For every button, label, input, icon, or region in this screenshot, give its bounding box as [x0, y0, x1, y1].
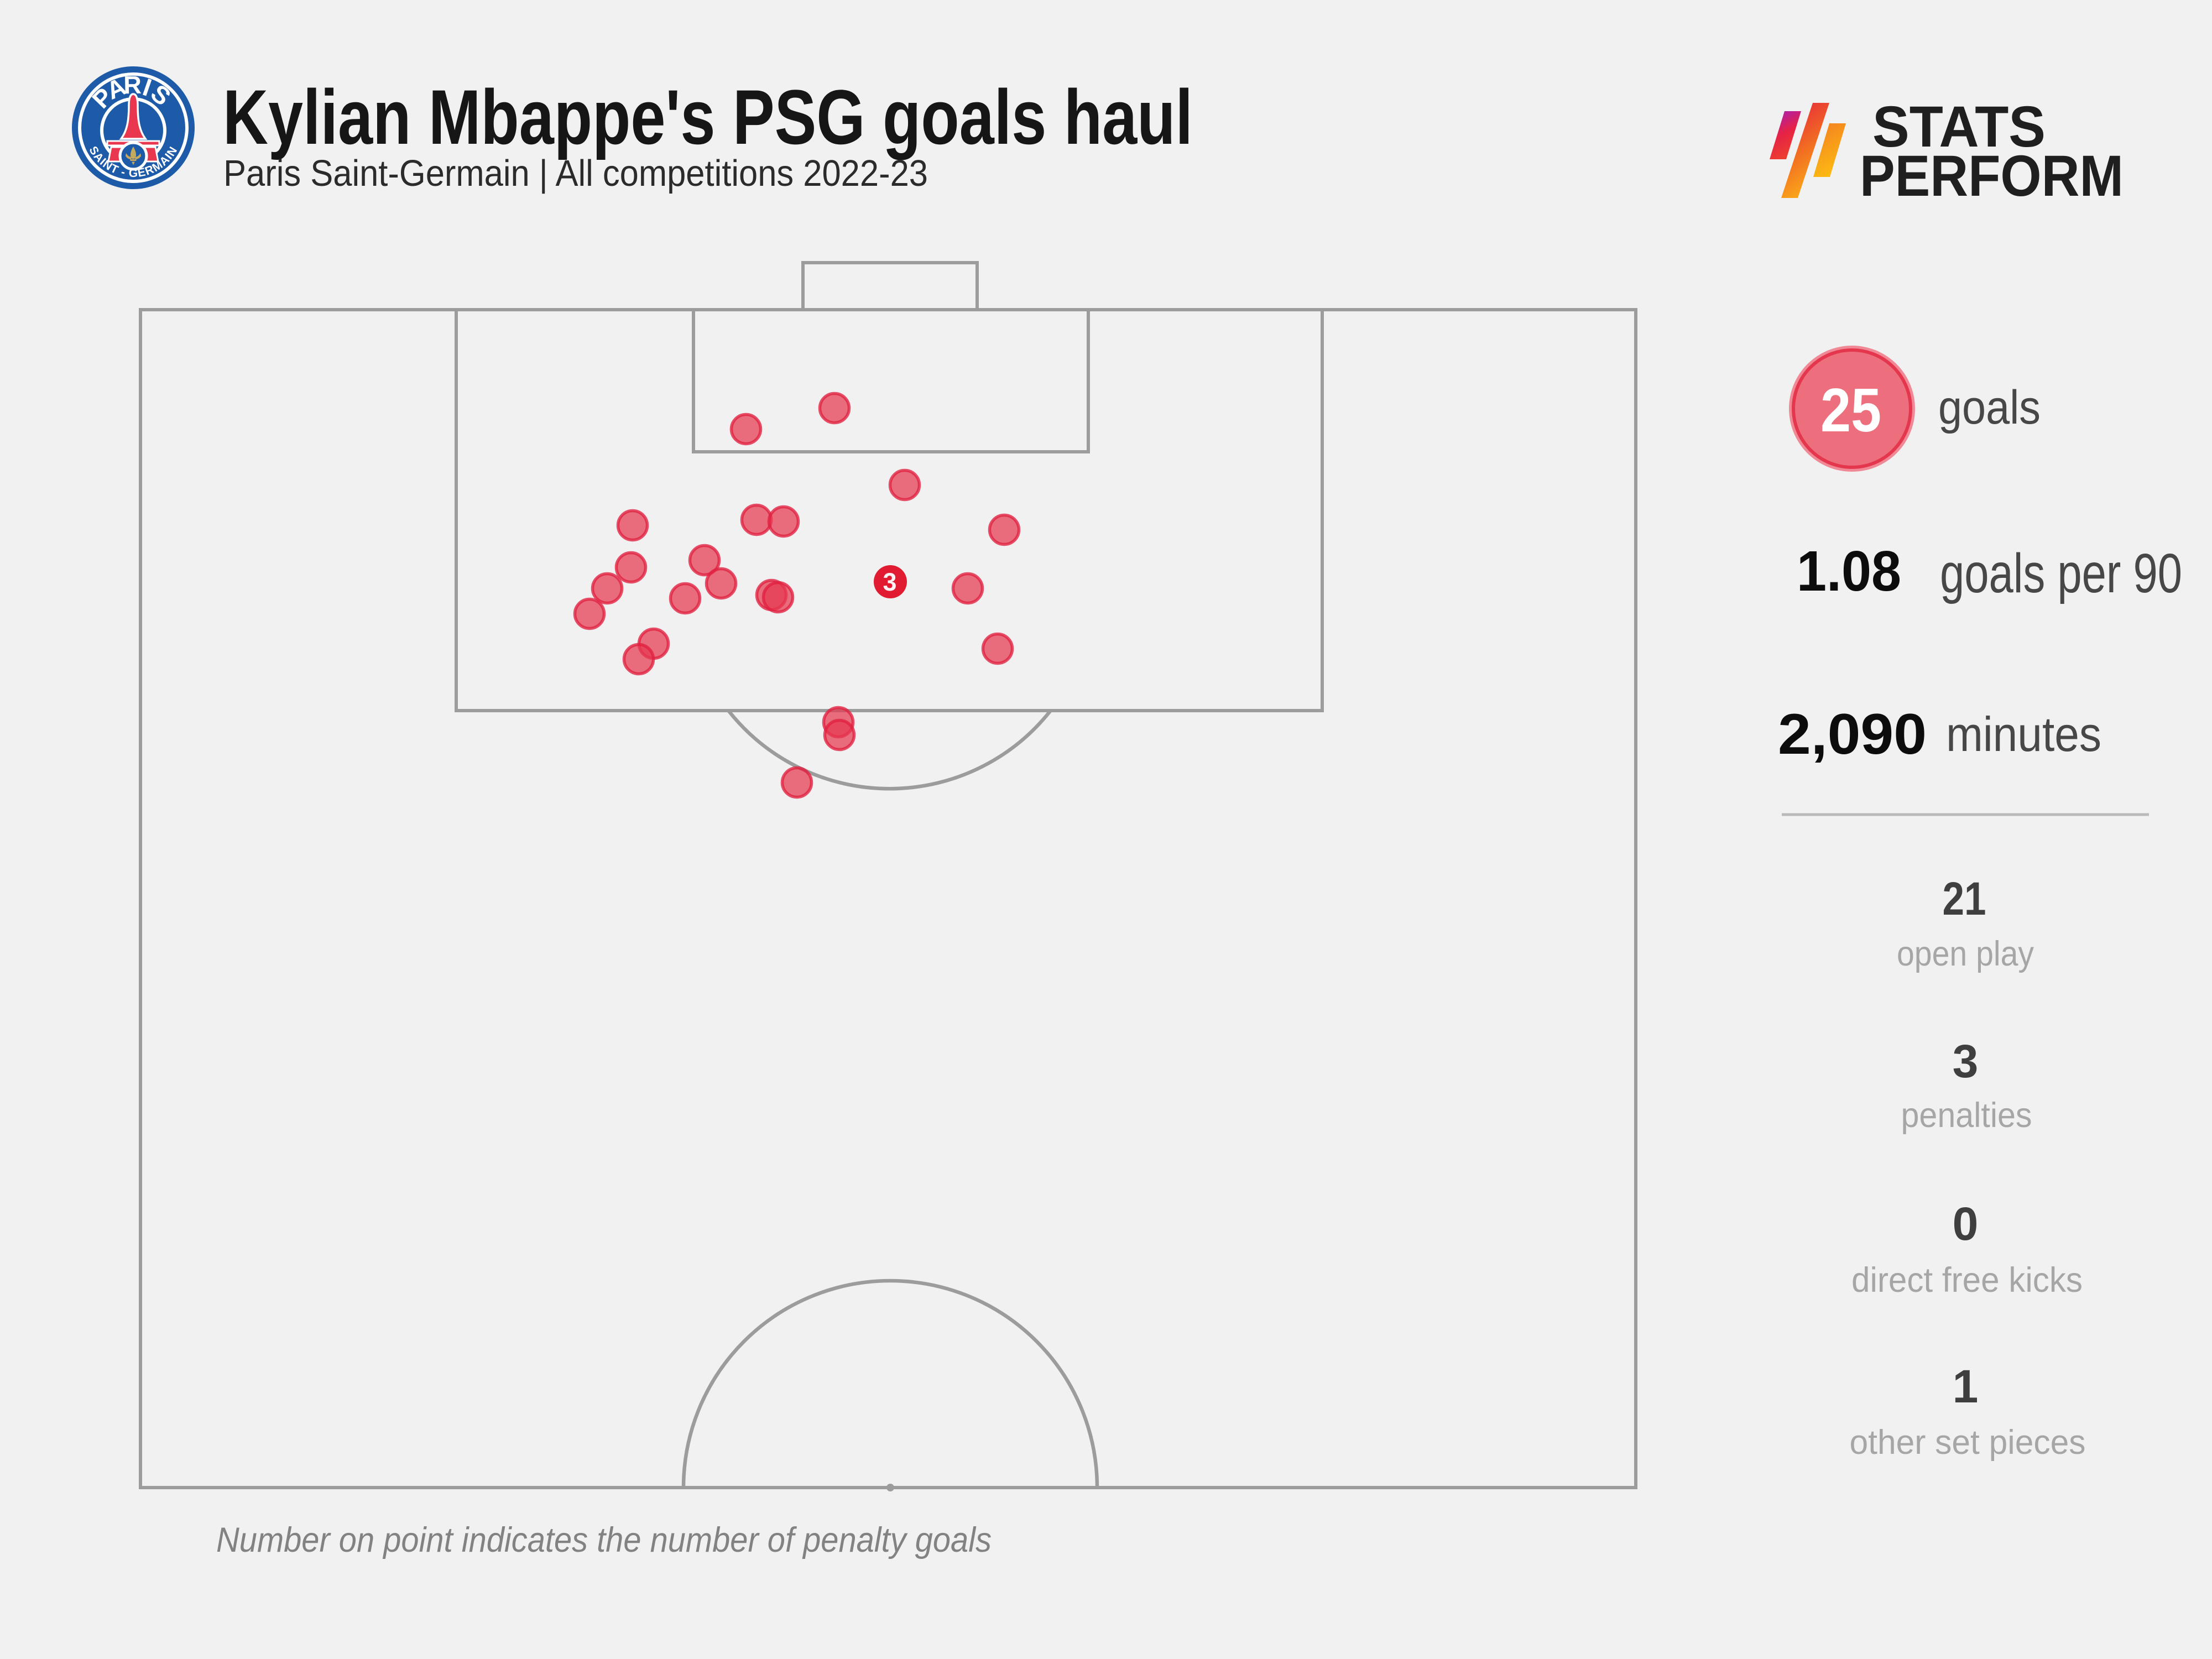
svg-text:Number on point indicates the: Number on point indicates the number of …	[216, 1521, 992, 1559]
svg-text:open play: open play	[1897, 935, 2034, 973]
svg-text:Kylian Mbappe's PSG goals haul: Kylian Mbappe's PSG goals haul	[223, 74, 1193, 160]
svg-text:Paris Saint-Germain | All comp: Paris Saint-Germain | All competitions 2…	[223, 153, 928, 194]
svg-text:2,090: 2,090	[1778, 702, 1927, 766]
svg-text:3: 3	[1953, 1035, 1979, 1087]
svg-text:direct free kicks: direct free kicks	[1851, 1261, 2083, 1300]
svg-text:penalties: penalties	[1901, 1096, 2032, 1135]
svg-text:goals: goals	[1938, 381, 2041, 434]
svg-text:minutes: minutes	[1946, 707, 2101, 761]
svg-text:goals per 90: goals per 90	[1940, 542, 2182, 604]
svg-text:STATS: STATS	[1872, 95, 2046, 159]
svg-text:21: 21	[1943, 873, 1986, 925]
svg-text:0: 0	[1953, 1198, 1979, 1250]
svg-text:PERFORM: PERFORM	[1860, 144, 2124, 208]
svg-text:R: R	[123, 71, 142, 100]
svg-text:1.08: 1.08	[1797, 539, 1901, 603]
svg-text:1: 1	[1953, 1360, 1979, 1412]
svg-text:other set pieces: other set pieces	[1850, 1423, 2086, 1462]
svg-text:3: 3	[883, 568, 897, 596]
svg-text:25: 25	[1820, 376, 1881, 445]
